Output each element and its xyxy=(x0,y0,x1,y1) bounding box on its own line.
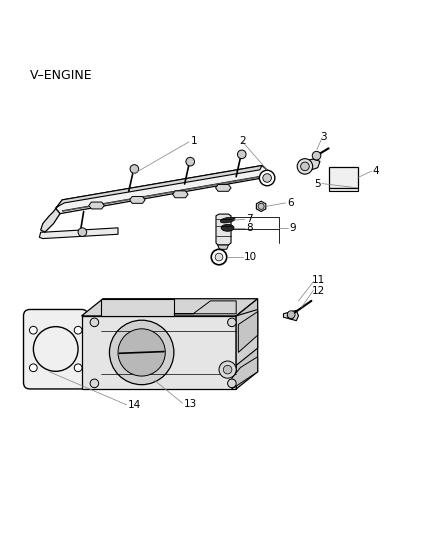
Polygon shape xyxy=(218,245,229,249)
Polygon shape xyxy=(215,184,231,191)
Polygon shape xyxy=(236,298,258,389)
Polygon shape xyxy=(41,208,60,232)
Polygon shape xyxy=(173,191,188,198)
FancyBboxPatch shape xyxy=(328,167,358,188)
Circle shape xyxy=(300,162,309,171)
Text: 13: 13 xyxy=(184,399,197,409)
Circle shape xyxy=(287,312,294,319)
Polygon shape xyxy=(56,166,271,214)
Polygon shape xyxy=(283,310,298,321)
Circle shape xyxy=(228,379,236,387)
Text: 8: 8 xyxy=(246,223,253,233)
Circle shape xyxy=(110,320,174,385)
Circle shape xyxy=(312,151,321,160)
Polygon shape xyxy=(238,312,258,352)
FancyBboxPatch shape xyxy=(24,310,88,389)
Circle shape xyxy=(186,157,194,166)
Circle shape xyxy=(223,365,232,374)
Circle shape xyxy=(259,170,275,185)
Text: 14: 14 xyxy=(128,400,141,410)
Polygon shape xyxy=(298,159,320,171)
Text: 5: 5 xyxy=(314,179,321,189)
Polygon shape xyxy=(39,228,118,239)
Text: 6: 6 xyxy=(287,198,293,208)
Polygon shape xyxy=(56,166,262,208)
Circle shape xyxy=(74,326,82,334)
Circle shape xyxy=(258,203,264,209)
Polygon shape xyxy=(101,298,174,316)
Circle shape xyxy=(90,318,99,327)
Circle shape xyxy=(297,159,313,174)
Text: 9: 9 xyxy=(289,223,296,233)
Polygon shape xyxy=(89,202,104,209)
Circle shape xyxy=(211,249,227,265)
Polygon shape xyxy=(130,197,145,203)
Circle shape xyxy=(215,253,223,261)
Polygon shape xyxy=(236,310,258,365)
Circle shape xyxy=(263,174,272,182)
Circle shape xyxy=(219,361,236,378)
Circle shape xyxy=(130,165,139,173)
Polygon shape xyxy=(81,316,236,389)
Circle shape xyxy=(118,329,165,376)
Text: 2: 2 xyxy=(240,136,246,146)
Circle shape xyxy=(74,364,82,372)
Circle shape xyxy=(29,326,37,334)
Text: 4: 4 xyxy=(373,166,379,176)
Ellipse shape xyxy=(221,224,234,231)
Text: V–ENGINE: V–ENGINE xyxy=(30,69,92,82)
Polygon shape xyxy=(232,357,258,389)
Circle shape xyxy=(90,379,99,387)
Circle shape xyxy=(29,364,37,372)
Text: 10: 10 xyxy=(244,252,257,262)
Ellipse shape xyxy=(220,217,235,223)
Text: 3: 3 xyxy=(321,132,327,142)
Text: 7: 7 xyxy=(246,214,253,224)
Polygon shape xyxy=(174,301,236,314)
Circle shape xyxy=(237,150,246,159)
Circle shape xyxy=(78,228,87,237)
Polygon shape xyxy=(216,214,231,245)
Polygon shape xyxy=(256,201,266,212)
Text: 12: 12 xyxy=(312,286,325,296)
Circle shape xyxy=(228,318,236,327)
Polygon shape xyxy=(328,188,358,191)
Circle shape xyxy=(287,311,295,319)
Text: 11: 11 xyxy=(312,275,325,285)
Text: 1: 1 xyxy=(191,136,198,146)
Polygon shape xyxy=(81,298,258,316)
